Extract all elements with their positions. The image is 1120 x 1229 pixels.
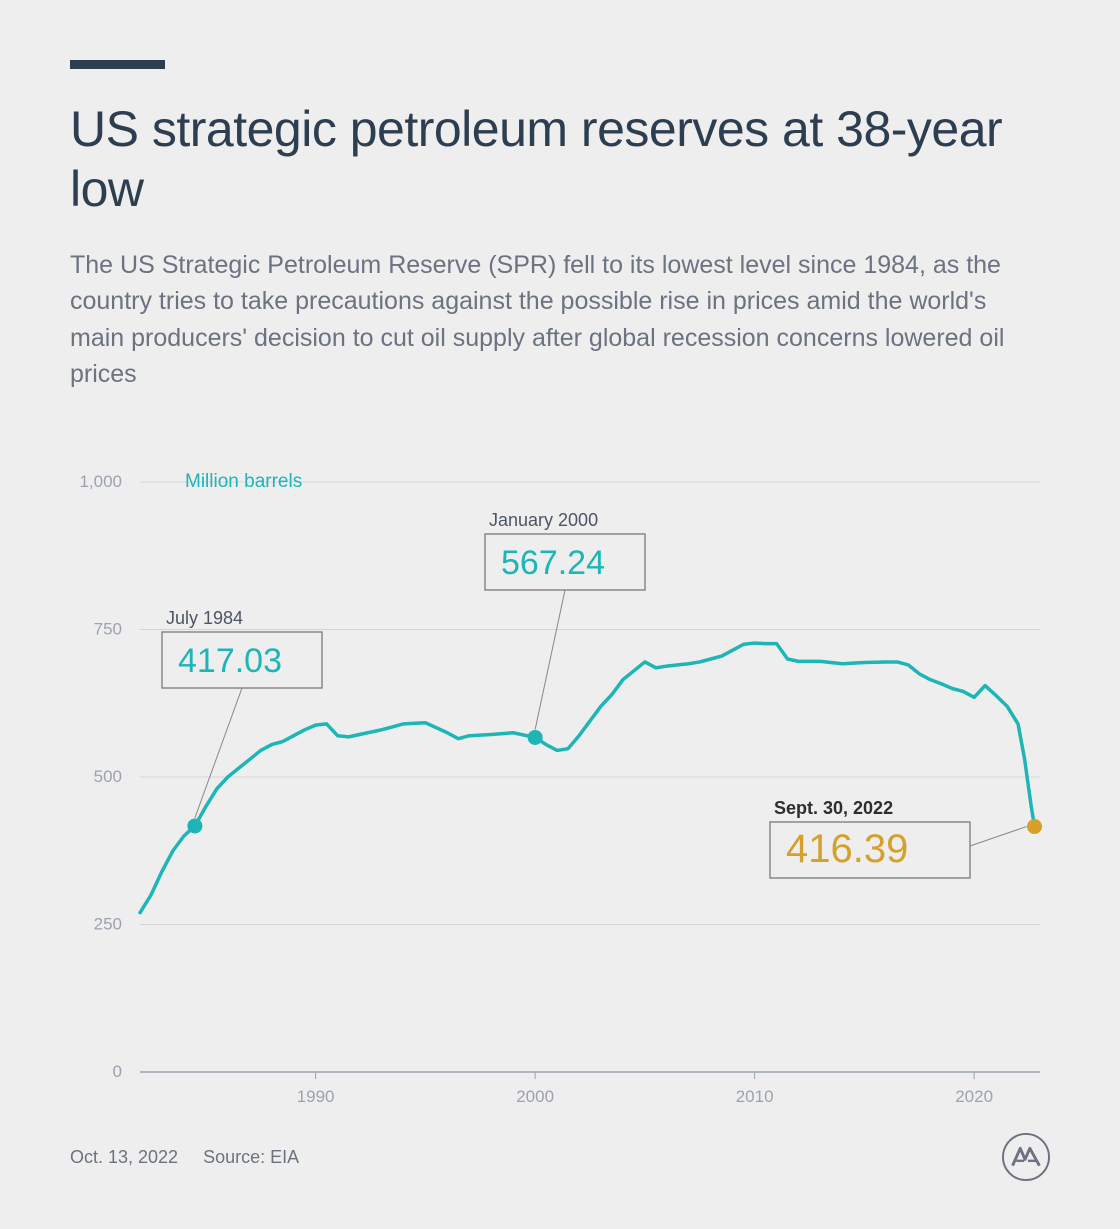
callout-leader bbox=[970, 827, 1027, 846]
y-tick-label: 1,000 bbox=[79, 472, 122, 491]
callout-marker bbox=[1027, 819, 1042, 834]
x-tick-label: 2010 bbox=[736, 1087, 774, 1106]
callout-leader bbox=[535, 590, 565, 729]
unit-label: Million barrels bbox=[185, 471, 302, 492]
callout-date: January 2000 bbox=[489, 510, 598, 530]
callout-leader bbox=[195, 688, 242, 818]
x-tick-label: 2020 bbox=[955, 1087, 993, 1106]
callout-value: 417.03 bbox=[178, 642, 282, 680]
data-line bbox=[140, 643, 1035, 913]
callout-marker bbox=[528, 730, 543, 745]
x-tick-label: 1990 bbox=[297, 1087, 335, 1106]
y-tick-label: 0 bbox=[113, 1062, 122, 1081]
callout-value: 416.39 bbox=[786, 827, 908, 871]
page-title: US strategic petroleum reserves at 38-ye… bbox=[70, 99, 1050, 219]
callout-marker bbox=[187, 818, 202, 833]
accent-bar bbox=[70, 60, 165, 69]
callout-value: 567.24 bbox=[501, 544, 605, 582]
y-tick-label: 500 bbox=[94, 767, 122, 786]
aa-logo-icon bbox=[1002, 1133, 1050, 1181]
line-chart: 0 250 500 750 1,000 Million barrels 1990 2000 20… bbox=[70, 442, 1050, 1122]
callout-date: Sept. 30, 2022 bbox=[774, 798, 893, 818]
footer-source: Source: EIA bbox=[203, 1147, 299, 1167]
footer-date: Oct. 13, 2022 bbox=[70, 1147, 178, 1167]
callout-date: July 1984 bbox=[166, 608, 243, 628]
y-tick-label: 750 bbox=[94, 620, 122, 639]
chart-container: 0 250 500 750 1,000 Million barrels 1990 2000 20… bbox=[70, 442, 1050, 1122]
y-tick-label: 250 bbox=[94, 915, 122, 934]
x-tick-label: 2000 bbox=[516, 1087, 554, 1106]
footer: Oct. 13, 2022 Source: EIA bbox=[70, 1133, 1050, 1181]
page-subtitle: The US Strategic Petroleum Reserve (SPR)… bbox=[70, 247, 1030, 392]
